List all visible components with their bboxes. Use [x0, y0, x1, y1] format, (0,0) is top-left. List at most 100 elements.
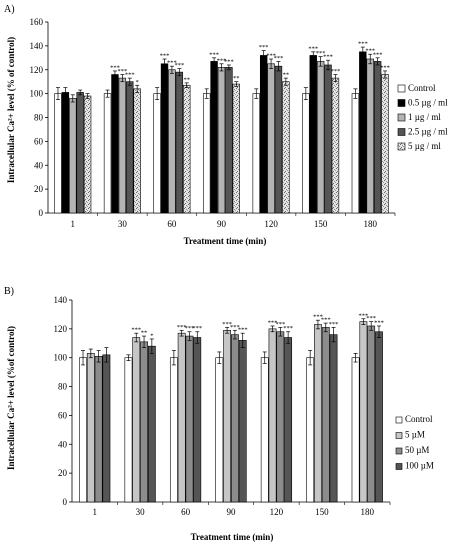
chart-a-significance-label: *** — [209, 51, 219, 58]
chart-a-xtick-label: 1 — [71, 219, 76, 229]
chart-b-ytick-label: 80 — [58, 382, 68, 392]
chart-b-ytick-label: 120 — [54, 324, 68, 334]
chart-a-ytick-label: 80 — [34, 113, 44, 123]
chart-a-bar — [183, 84, 191, 214]
chart-a-ytick-label: 140 — [30, 41, 44, 51]
chart-b-significance-label: *** — [313, 314, 323, 321]
chart-a-legend-swatch — [397, 142, 406, 151]
chart-a-bar — [203, 93, 211, 214]
chart-b-bar — [375, 331, 383, 503]
chart-b-bar — [276, 331, 285, 503]
chart-a-significance-label: *** — [380, 64, 390, 71]
chart-b-bar — [329, 334, 338, 503]
chart-b-bar — [185, 335, 194, 503]
chart-b-ytick-label: 0 — [63, 497, 68, 507]
chart-b-bar — [306, 357, 315, 503]
chart-a-legend-swatch — [397, 113, 406, 122]
chart-a-bar — [168, 69, 176, 214]
chart-b-significance-label: *** — [222, 321, 232, 328]
chart-a-bar — [324, 64, 332, 214]
chart-b-bar — [321, 327, 330, 503]
chart-b-legend-label: 5 µM — [405, 430, 425, 440]
chart-a-significance-label: *** — [125, 72, 135, 79]
chart-b-ytick-label: 60 — [58, 410, 68, 420]
chart-b-bar — [102, 354, 111, 503]
chart-b-bar — [94, 355, 103, 503]
chart-b-xtick-label: 150 — [315, 507, 329, 517]
chart-a-xtick-label: 60 — [167, 219, 177, 229]
chart-a-ytick-label: 160 — [30, 17, 44, 27]
chart-b-ytick-label: 20 — [58, 468, 68, 478]
chart-b-legend-label: 50 µM — [405, 445, 429, 455]
chart-a-bar — [126, 81, 134, 214]
chart-a-bar — [160, 63, 169, 214]
chart-b-bar — [193, 337, 202, 503]
chart-b-ylabel: Intracellular Ca²+ level (%of control) — [6, 326, 16, 470]
chart-a-ylabel: Intracellular Ca²+ level (% of control) — [6, 37, 16, 183]
chart-a-bar — [282, 81, 290, 214]
chart-b-significance-label: *** — [283, 325, 293, 332]
chart-b-significance-label: *** — [230, 324, 240, 331]
chart-b-bar — [215, 357, 224, 503]
chart-a-significance-label: * — [136, 79, 139, 86]
chart-b-xtick-label: 120 — [270, 507, 284, 517]
chart-a-bar — [366, 58, 374, 214]
chart-a-bar — [309, 55, 317, 214]
chart-a-bar — [274, 65, 283, 214]
chart-a-bar — [267, 63, 275, 214]
chart-b-legend-label: 100 µM — [405, 461, 434, 471]
chart-b-bar — [238, 340, 247, 503]
chart-b-bar — [140, 341, 148, 503]
chart-a-xtick-label: 30 — [118, 219, 128, 229]
chart-a-bar — [232, 83, 240, 214]
chart-b-bar — [268, 328, 277, 503]
panel-a-label: A) — [4, 4, 15, 15]
chart-a-legend-label: Control — [408, 83, 436, 93]
chart-a-bar — [302, 93, 310, 214]
chart-a-significance-label: *** — [217, 57, 227, 64]
chart-a-xtick-label: 120 — [264, 219, 278, 229]
chart-a-significance-label: ** — [233, 75, 240, 82]
chart-a-significance-label: *** — [308, 45, 318, 52]
chart-a-bar — [217, 67, 226, 214]
chart-b-significance-label: *** — [275, 321, 285, 328]
chart-a-bar — [111, 74, 119, 214]
chart-a-significance-label: ** — [283, 72, 290, 79]
chart-a-bar — [331, 77, 340, 214]
chart-a-ytick-label: 20 — [34, 184, 44, 194]
chart-a-significance-label: *** — [117, 68, 127, 75]
chart-b-significance-label: *** — [192, 325, 202, 332]
chart-a-bar — [103, 93, 112, 214]
chart-b-legend-label: Control — [405, 414, 433, 424]
chart-a-bar — [316, 61, 325, 214]
chart-a-significance-label: *** — [266, 53, 276, 60]
chart-a-bar — [69, 98, 77, 214]
chart-a-legend-label: 0.5 µg / ml — [408, 98, 448, 108]
chart-b-significance-label: *** — [366, 315, 376, 322]
chart-a-legend-label: 1 µg / ml — [408, 112, 441, 122]
chart-b-bar — [284, 337, 293, 503]
chart-a-significance-label: *** — [259, 44, 269, 51]
chart-b-significance-label: *** — [177, 324, 187, 331]
chart-b-bar — [314, 324, 322, 503]
chart-a-bar — [76, 92, 84, 214]
chart-a-bar — [118, 77, 127, 214]
chart-b-significance-label: *** — [374, 319, 384, 326]
chart-a-significance-label: *** — [274, 55, 284, 62]
chart-b: B) Intracellular Ca²+ level (%of control… — [4, 286, 434, 542]
chart-b-bar — [231, 334, 239, 503]
chart-b-bar — [359, 321, 368, 503]
chart-b-significance-label: *** — [359, 312, 369, 319]
chart-b-significance-label: *** — [329, 321, 339, 328]
chart-a-legend-swatch — [397, 128, 406, 136]
chart-b-bar — [367, 325, 376, 503]
chart-a-ytick-label: 120 — [30, 65, 44, 75]
chart-b-xtick-label: 180 — [361, 507, 375, 517]
chart-a-bar — [252, 93, 260, 214]
chart-a-significance-label: ** — [183, 76, 190, 83]
chart-b-legend-swatch — [395, 416, 403, 424]
chart-a-xtick-label: 90 — [217, 219, 227, 229]
chart-a-significance-label: *** — [316, 50, 326, 57]
chart-b-bar — [223, 329, 231, 503]
chart-a-bar — [225, 67, 233, 214]
